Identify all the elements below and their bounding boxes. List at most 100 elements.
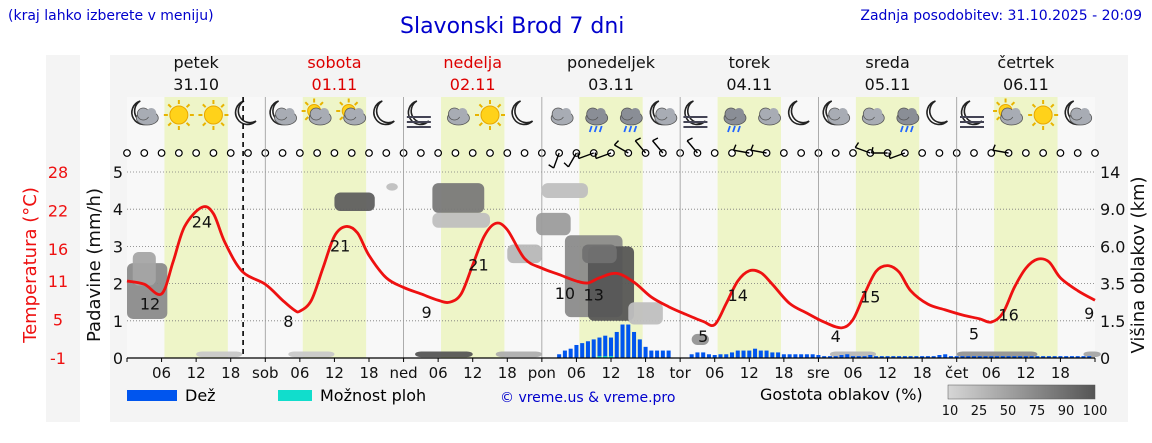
moon-icon	[234, 100, 257, 126]
rain-bar	[568, 348, 573, 358]
temperature-tick-label: 16	[48, 240, 68, 259]
x-tick-label: 12	[1016, 364, 1035, 382]
day-date: 04.11	[726, 75, 772, 94]
rain-drop	[623, 125, 628, 133]
rain-bar	[1081, 356, 1086, 358]
sun-icon	[198, 100, 229, 130]
wind-marker	[140, 149, 149, 157]
day-name: ponedeljek	[567, 53, 656, 72]
moon-shape	[787, 100, 810, 126]
rain-bar	[897, 356, 902, 358]
cloud-density-cell	[415, 351, 473, 358]
sun-ray	[220, 122, 225, 127]
precip-tick-label: 3	[113, 237, 123, 256]
x-tick-label: 06	[567, 364, 586, 382]
cloud-shape	[457, 108, 468, 118]
cloud-density-cell	[628, 302, 663, 325]
rain-bar	[822, 356, 827, 358]
rain-bar	[827, 356, 832, 358]
moon-icon	[373, 100, 395, 126]
cloud-density-ticks: 10 25 50 75 90 100	[942, 404, 1108, 419]
rain-bar	[862, 356, 867, 358]
rain-icon	[896, 107, 920, 133]
rain-bar	[735, 350, 740, 358]
wind-barb	[992, 149, 1009, 154]
wind-marker	[1056, 149, 1065, 157]
rain-bar	[1012, 356, 1017, 358]
wind-barb-flag	[634, 137, 641, 142]
moon-fog-icon	[683, 100, 708, 128]
wind-marker	[157, 149, 166, 157]
wind-marker	[503, 149, 512, 157]
weather-icons-row	[131, 98, 1093, 133]
region-hint[interactable]: (kraj lahko izberete v meniju)	[8, 8, 214, 24]
storm-legend-label: Možnost ploh	[320, 386, 426, 405]
sun-ray	[202, 122, 207, 127]
rain-bar	[626, 324, 631, 358]
rain-drop	[633, 125, 638, 133]
wind-barb	[578, 152, 594, 160]
rain-bar	[839, 355, 844, 358]
cloud-density-cell	[541, 183, 588, 199]
wind-barb-flag	[577, 152, 580, 159]
wind-barb	[595, 152, 612, 160]
day-name: sobota	[307, 53, 361, 72]
cloud-density-cell	[536, 212, 571, 236]
rain-bar	[931, 356, 936, 358]
copyright-link[interactable]: © vreme.us & vreme.pro	[500, 390, 675, 406]
day-date: 01.11	[312, 75, 358, 94]
cloud-shape	[837, 108, 848, 118]
day-name: petek	[173, 53, 219, 72]
rain-drop	[900, 125, 904, 133]
sun-ray	[167, 122, 172, 127]
rain-bar	[966, 356, 971, 358]
wind-marker	[987, 149, 996, 157]
moon-icon	[787, 100, 810, 126]
day-name: četrtek	[997, 53, 1055, 72]
sun-ray	[304, 101, 309, 106]
wind-marker	[313, 149, 322, 157]
rain-bar	[1069, 356, 1074, 358]
cloud-legend-label: Gostota oblakov (%)	[760, 385, 923, 404]
moon-shape	[926, 100, 948, 126]
temperature-tick-label: 28	[48, 163, 68, 182]
cloud-level-label: 90	[1058, 404, 1075, 419]
wind-barb-flag	[992, 144, 996, 151]
x-tick-label: tor	[670, 364, 692, 382]
x-tick-label: 18	[1051, 364, 1070, 382]
rain-icon	[619, 107, 643, 133]
wind-marker	[1073, 149, 1082, 157]
daylight-band	[164, 97, 228, 358]
wind-barb	[652, 140, 664, 154]
sun-ray	[478, 103, 483, 108]
temperature-tick-label: -1	[50, 349, 66, 368]
sun-ray	[1050, 103, 1055, 108]
wind-marker	[935, 149, 944, 157]
wind-marker	[174, 149, 183, 157]
rain-bar	[1029, 356, 1034, 358]
wind-marker	[710, 149, 719, 157]
wind-barb-flag	[613, 140, 620, 146]
wind-marker	[451, 149, 460, 157]
precip-tick-label: 1	[113, 312, 123, 331]
temperature-series: 12 24 8 21 9 21 10 13 5 14 4 15 5 16 9	[126, 205, 1096, 346]
rain-bar	[689, 354, 694, 358]
wind-marker	[918, 149, 927, 157]
rain-bar	[833, 356, 838, 358]
rain-bar	[937, 355, 942, 358]
rain-bar	[1041, 356, 1046, 358]
cloud-height-tick-label: 1.5	[1100, 312, 1125, 331]
rain-bar	[920, 356, 925, 358]
rain-bar	[948, 356, 953, 358]
x-tick-label: 12	[325, 364, 344, 382]
cloud-shape	[284, 108, 295, 118]
rain-drop	[910, 125, 914, 133]
wind-marker	[779, 149, 788, 157]
cloud-density-cell	[196, 351, 243, 358]
temperature-value-label: 8	[283, 312, 293, 331]
precip-tick-label: 4	[113, 200, 123, 219]
rain-bar	[585, 341, 590, 358]
rain-bar	[776, 352, 781, 358]
rain-bar	[695, 352, 700, 358]
wind-marker	[1039, 149, 1048, 157]
